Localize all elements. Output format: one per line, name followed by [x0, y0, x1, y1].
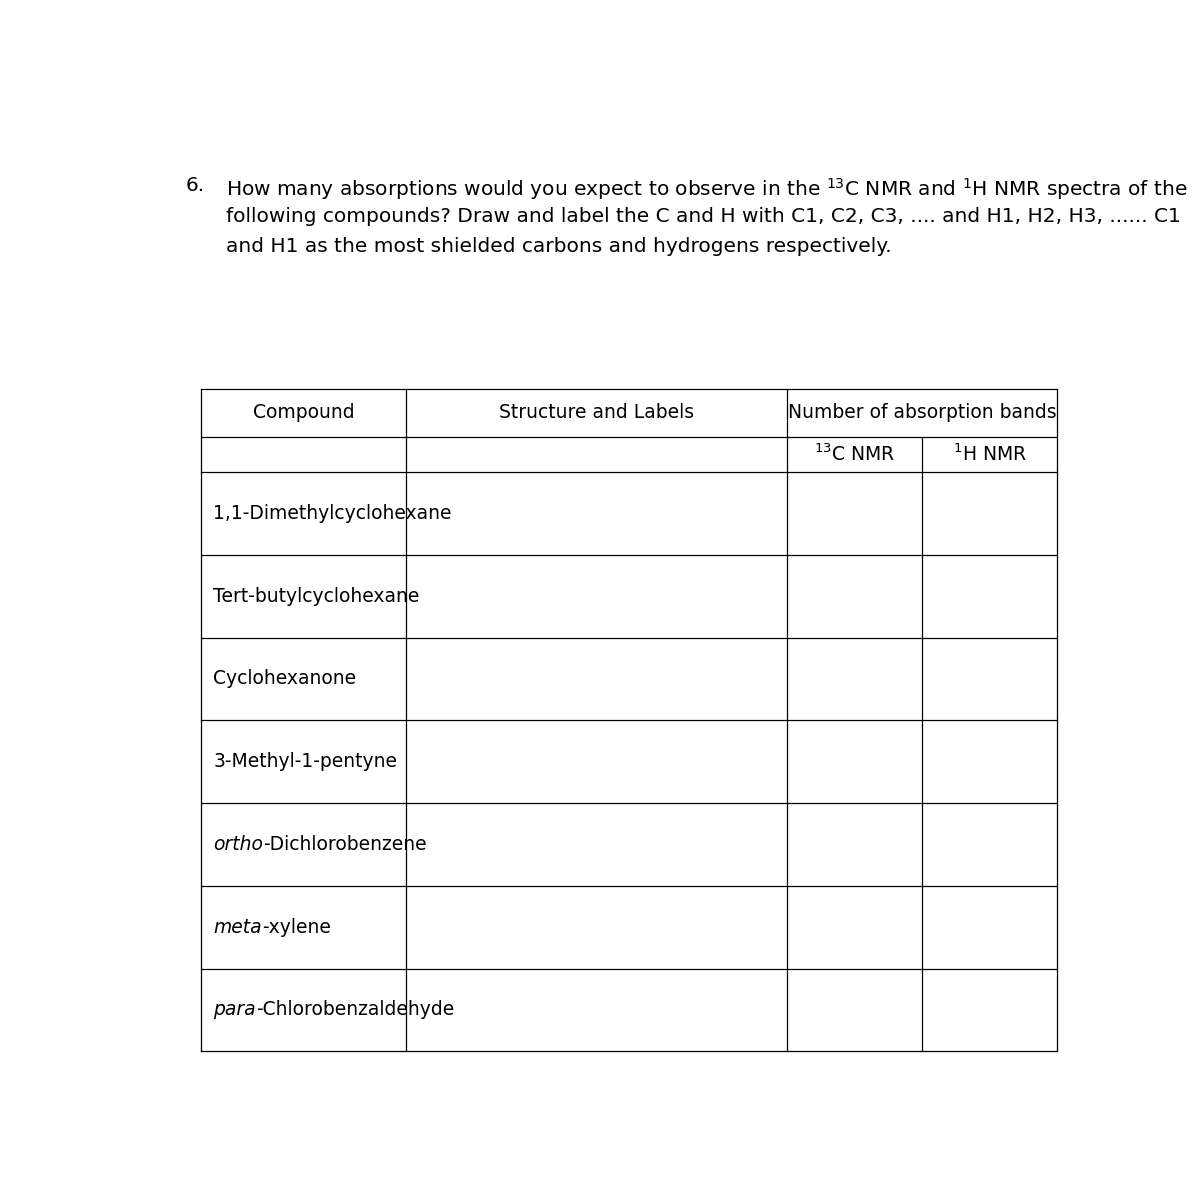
Text: Structure and Labels: Structure and Labels [499, 403, 695, 422]
Text: 6.: 6. [185, 176, 204, 196]
Text: ortho: ortho [214, 835, 263, 854]
Text: para: para [214, 1001, 256, 1020]
Text: following compounds? Draw and label the C and H with C1, C2, C3, .... and H1, H2: following compounds? Draw and label the … [227, 206, 1181, 226]
Text: and H1 as the most shielded carbons and hydrogens respectively.: and H1 as the most shielded carbons and … [227, 238, 892, 257]
Text: Compound: Compound [253, 403, 355, 422]
Text: Tert-butylcyclohexane: Tert-butylcyclohexane [214, 587, 420, 606]
Text: 1,1-Dimethylcyclohexane: 1,1-Dimethylcyclohexane [214, 504, 451, 523]
Text: Cyclohexanone: Cyclohexanone [214, 670, 356, 689]
Text: -xylene: -xylene [262, 918, 331, 937]
Text: meta: meta [214, 918, 262, 937]
Text: How many absorptions would you expect to observe in the $^{13}$C NMR and $^{1}$H: How many absorptions would you expect to… [227, 176, 1188, 203]
Text: -Dichlorobenzene: -Dichlorobenzene [263, 835, 427, 854]
Text: $^{1}$H NMR: $^{1}$H NMR [953, 444, 1026, 466]
Text: -Chlorobenzaldehyde: -Chlorobenzaldehyde [256, 1001, 454, 1020]
Text: 3-Methyl-1-pentyne: 3-Methyl-1-pentyne [214, 752, 397, 772]
Text: Number of absorption bands: Number of absorption bands [787, 403, 1056, 422]
Text: $^{13}$C NMR: $^{13}$C NMR [814, 444, 895, 466]
